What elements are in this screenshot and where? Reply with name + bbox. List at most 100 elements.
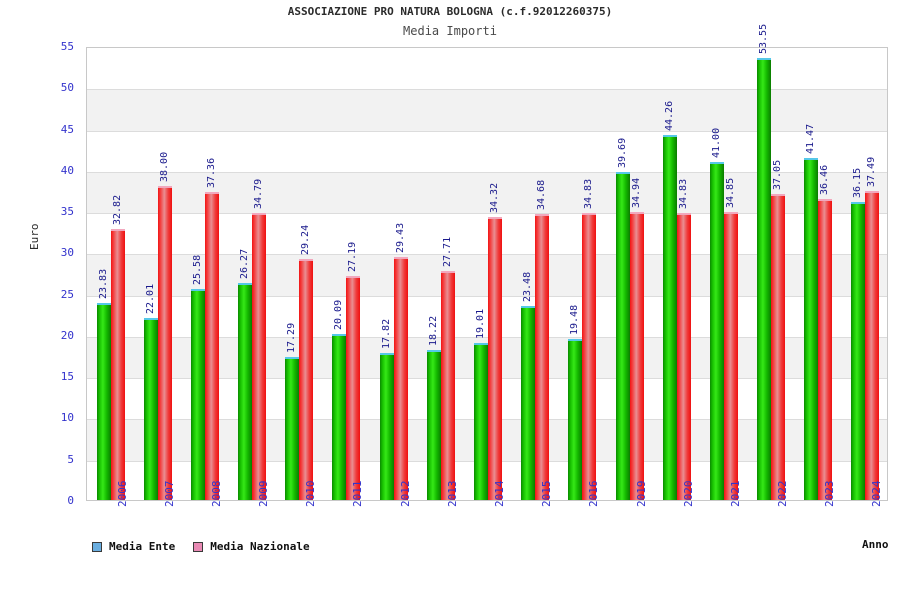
background-band <box>87 254 887 296</box>
bar-media-ente-2007 <box>143 318 158 500</box>
bar-value-label: 34.79 <box>253 178 265 209</box>
bar-media-nazionale-2022 <box>771 194 786 500</box>
y-axis-tick-label: 15 <box>60 370 74 384</box>
bar-media-nazionale-2006 <box>110 229 125 500</box>
bar-value-label: 19.01 <box>475 308 486 340</box>
bar-media-nazionale-2024 <box>865 190 880 500</box>
bar-media-ente-2006 <box>96 303 111 500</box>
plot-area: 23.83 32.82 22.01 38.00 25.58 37.36 26.27 34.79… <box>86 24 888 501</box>
x-axis-tick-label-2011: 2011 <box>351 480 365 508</box>
bar-value-label: 22.01 <box>144 284 156 315</box>
bar-media-ente-2008 <box>190 288 205 500</box>
bar-value-label: 18.22 <box>427 315 439 346</box>
bar-value-label: 41.47 <box>805 123 817 154</box>
bar-value-label: 19.48 <box>569 305 581 336</box>
bar-value-label: 36.46 <box>819 164 831 196</box>
bar-media-nazionale-2016 <box>582 212 597 500</box>
bar-media-ente-2014 <box>474 343 488 500</box>
bar-value-label: 37.36 <box>205 157 217 188</box>
bar-media-ente-2021 <box>709 161 724 500</box>
background-band <box>87 89 887 131</box>
gridline <box>87 89 887 91</box>
gridline <box>87 254 887 256</box>
bar-media-ente-2010 <box>285 357 300 500</box>
bar-value-label: 27.71 <box>441 237 453 268</box>
bar-value-label: 34.83 <box>677 178 689 209</box>
bar-value-label: 53.55 <box>758 23 770 54</box>
bar-media-ente-2015 <box>521 306 536 500</box>
gridline <box>87 130 887 132</box>
chart-subtitle: Media Importi <box>403 24 497 38</box>
chart-legend: Media Ente Media Nazionale <box>92 540 310 553</box>
y-axis-tick-label: 50 <box>60 81 74 95</box>
y-axis-title: Euro <box>28 224 41 251</box>
legend-item-media-ente[interactable]: Media Ente <box>92 540 175 553</box>
legend-item-media-nazionale[interactable]: Media Nazionale <box>193 540 310 553</box>
bar-media-nazionale-2007 <box>157 186 172 500</box>
x-axis-tick-label-2012: 2012 <box>398 480 412 508</box>
bar-value-label: 17.29 <box>286 323 298 354</box>
bar-media-nazionale-2014 <box>488 216 502 500</box>
y-axis-tick-label: 40 <box>60 163 74 177</box>
bar-media-ente-2022 <box>757 57 772 500</box>
bar-value-label: 36.15 <box>852 167 864 198</box>
y-axis-tick-label: 55 <box>60 40 74 53</box>
bar-value-label: 34.83 <box>583 178 595 209</box>
x-axis-tick-label-2013: 2013 <box>445 480 459 508</box>
bar-media-nazionale-2019 <box>629 211 644 500</box>
bar-value-label: 27.19 <box>347 241 359 272</box>
background-band <box>87 171 887 214</box>
bar-media-ente-2024 <box>851 201 866 500</box>
x-axis-tick-label-2023: 2023 <box>823 480 837 508</box>
bar-media-ente-2012 <box>379 352 394 500</box>
bar-value-label: 29.24 <box>300 224 312 255</box>
gridline <box>87 213 887 215</box>
y-axis-tick-label: 5 <box>67 452 74 466</box>
bar-value-label: 26.27 <box>239 249 251 280</box>
bar-value-label: 25.58 <box>191 254 203 285</box>
x-axis-tick-label-2014: 2014 <box>493 480 506 508</box>
y-axis-title-text: Euro <box>28 223 41 251</box>
x-axis-tick-label-2007: 2007 <box>162 480 176 508</box>
bar-value-label: 17.82 <box>380 318 392 349</box>
legend-swatch-icon <box>92 541 102 552</box>
x-axis-title: Anno <box>862 538 889 551</box>
gridline <box>87 295 887 297</box>
bar-media-nazionale-2008 <box>204 191 219 500</box>
x-axis-tick-label-2022: 2022 <box>776 480 790 508</box>
bar-media-nazionale-2020 <box>676 212 691 500</box>
y-axis-tick-label: 35 <box>60 205 74 219</box>
bar-value-label: 23.48 <box>522 272 534 303</box>
y-axis-tick-label: 45 <box>60 122 74 136</box>
bar-media-nazionale-2013 <box>440 271 455 500</box>
bar-value-label: 29.43 <box>394 222 406 254</box>
bar-media-ente-2013 <box>426 349 441 500</box>
bar-media-nazionale-2015 <box>535 213 550 500</box>
x-axis-tick-label-2008: 2008 <box>209 480 223 508</box>
legend-label: Media Ente <box>109 540 176 553</box>
bar-media-ente-2011 <box>332 334 347 500</box>
bar-media-ente-2020 <box>662 134 677 500</box>
y-axis-tick-label: 10 <box>60 411 74 425</box>
legend-swatch-icon <box>193 541 204 552</box>
bar-media-nazionale-2009 <box>252 212 267 500</box>
bar-media-nazionale-2021 <box>723 212 738 500</box>
x-axis-tick-label-2019: 2019 <box>634 480 648 508</box>
x-axis-tick-label-2024: 2024 <box>870 480 884 508</box>
y-axis-tick-label: 20 <box>60 328 74 342</box>
bar-value-label: 20.09 <box>333 300 345 331</box>
bar-value-label: 32.82 <box>111 194 123 226</box>
x-axis-tick-label-2015: 2015 <box>540 480 554 508</box>
gridline <box>87 171 887 173</box>
x-axis-tick-label-2010: 2010 <box>304 480 318 508</box>
bar-media-ente-2023 <box>804 157 819 500</box>
bar-value-label: 34.32 <box>489 182 500 213</box>
bar-value-label: 39.69 <box>616 138 628 169</box>
bar-value-label: 44.26 <box>663 100 675 131</box>
bar-media-nazionale-2010 <box>299 258 314 500</box>
bar-media-ente-2009 <box>238 283 253 500</box>
bar-media-ente-2016 <box>568 339 583 500</box>
x-axis-tick-label-2006: 2006 <box>115 480 129 508</box>
y-axis-tick-label: 0 <box>67 494 74 507</box>
